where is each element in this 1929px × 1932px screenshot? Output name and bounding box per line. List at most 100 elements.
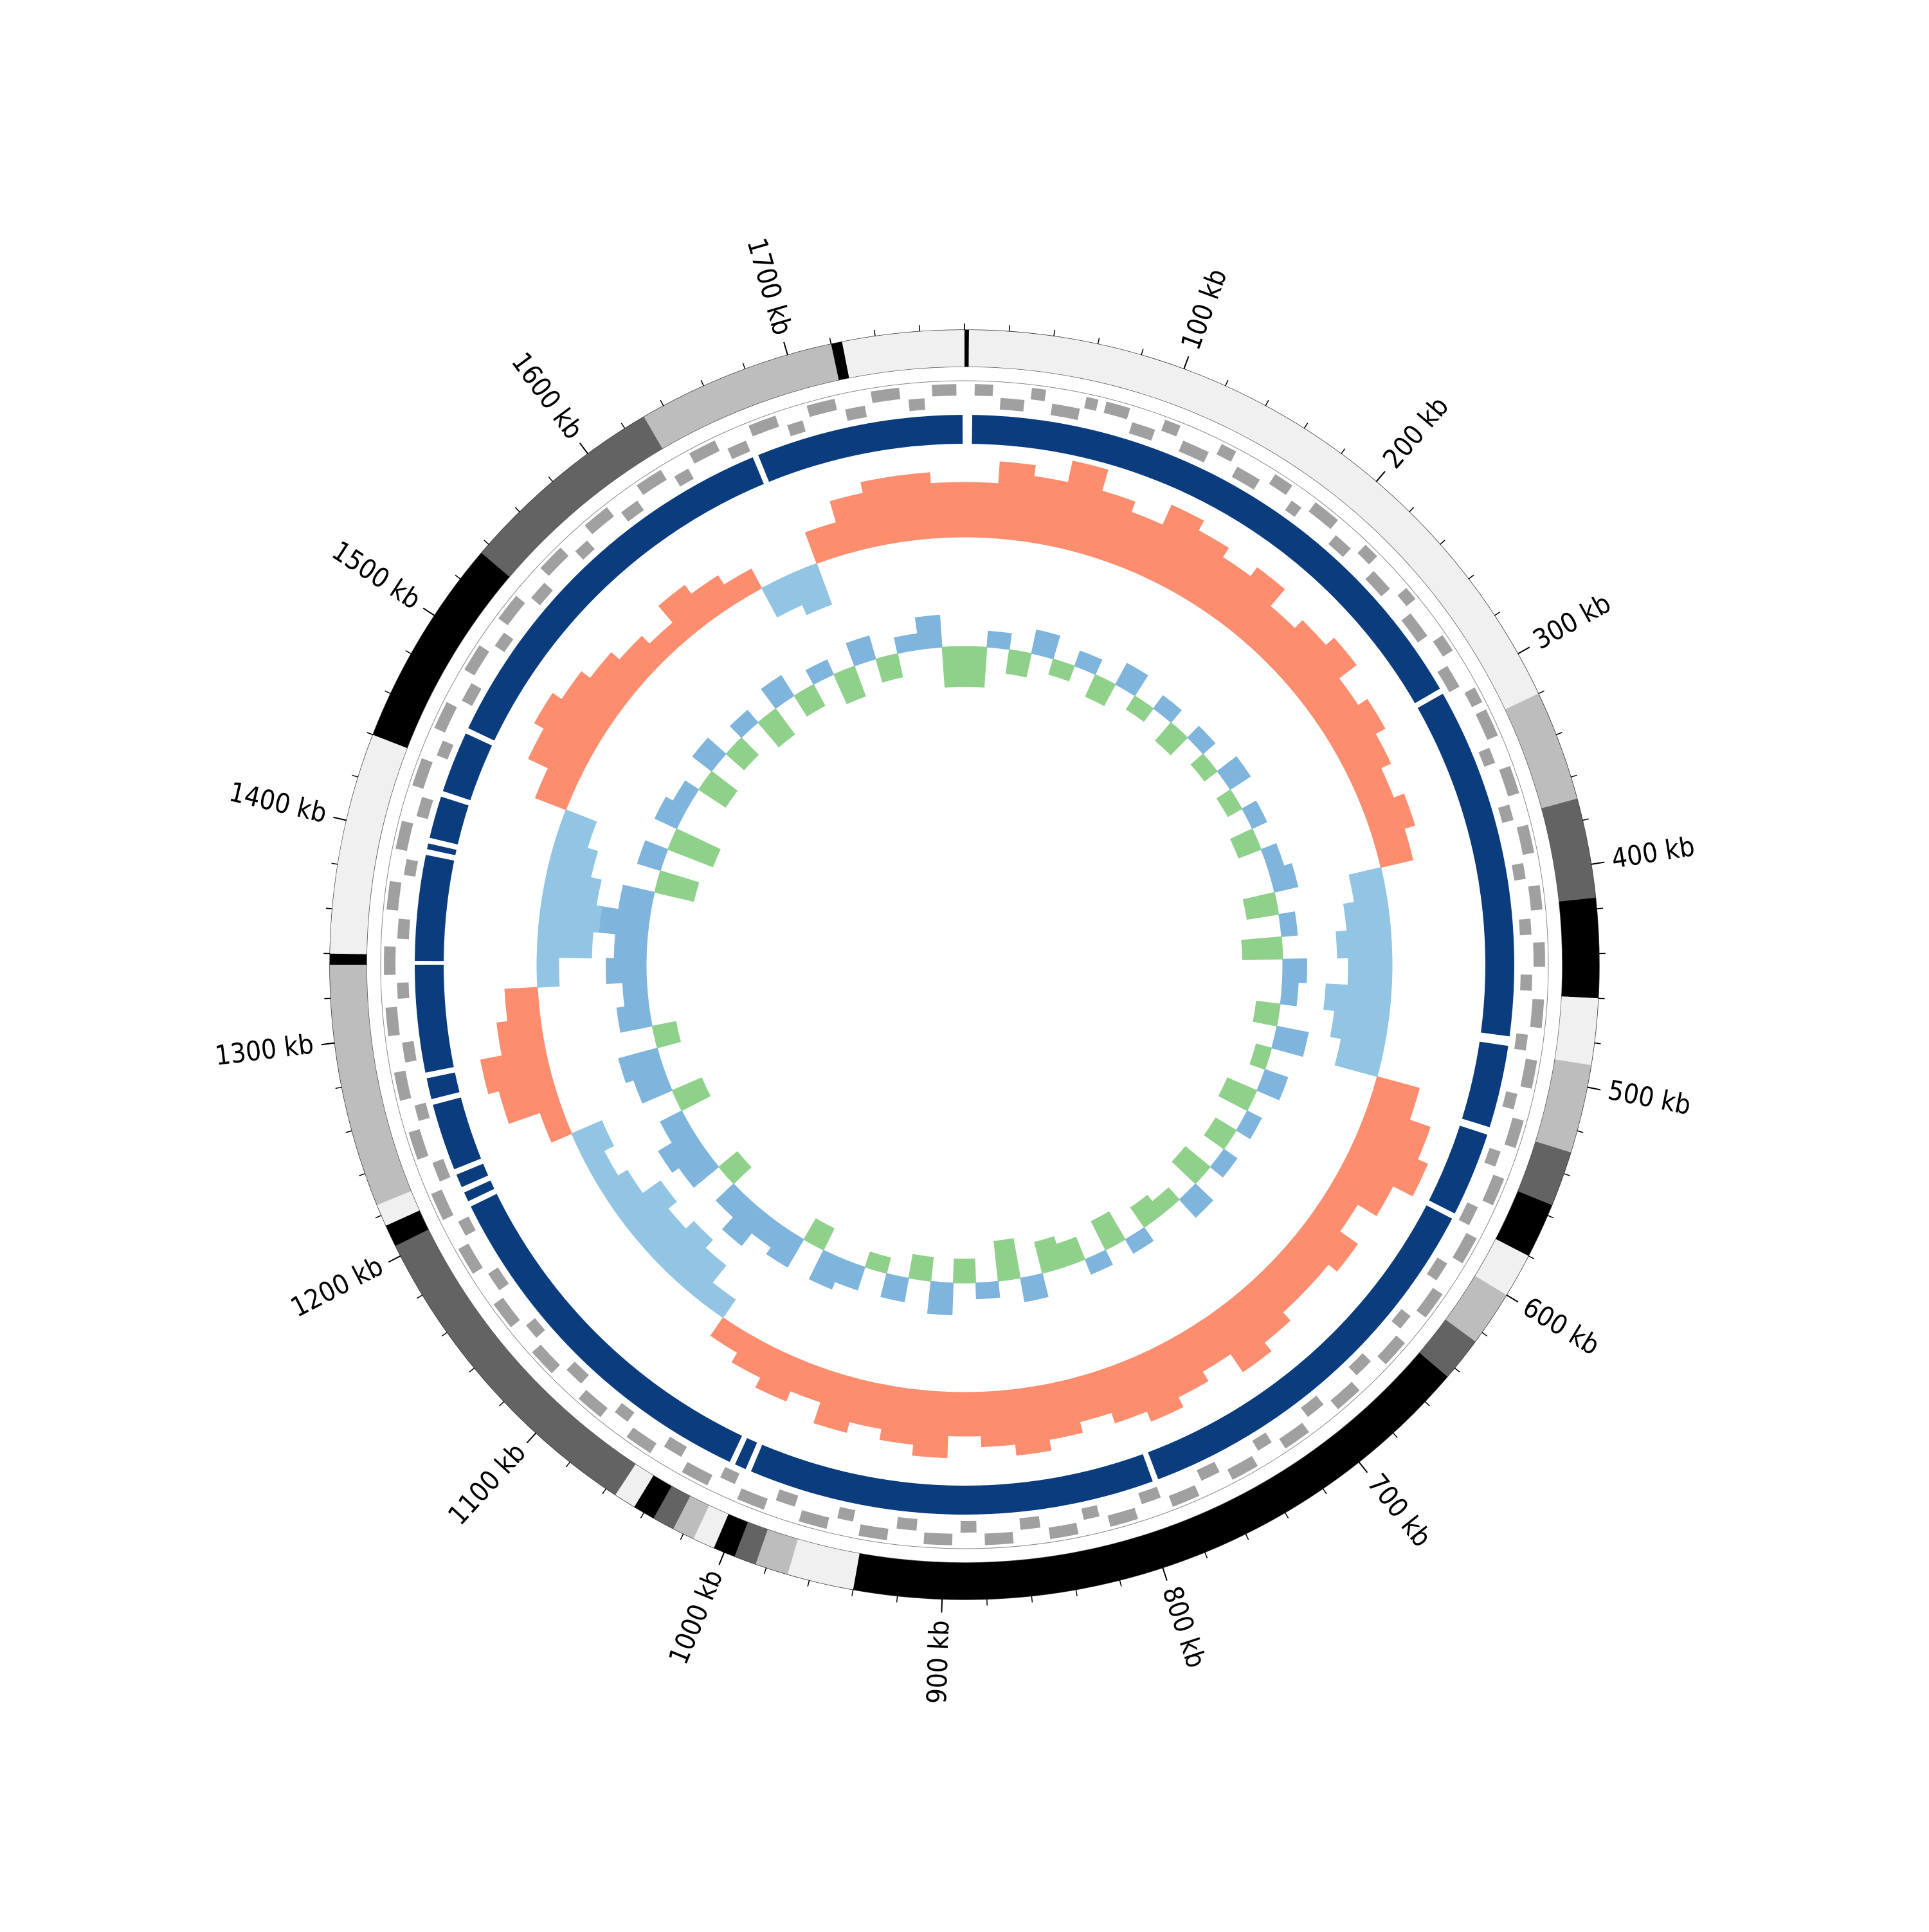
track-bar — [537, 957, 559, 987]
major-tick — [1587, 1087, 1600, 1089]
gene — [394, 1071, 412, 1101]
gene — [932, 384, 956, 396]
minor-tick — [376, 1216, 381, 1218]
gene — [1019, 1516, 1040, 1529]
gene — [775, 1490, 798, 1507]
gene — [1309, 502, 1338, 529]
gene — [720, 1467, 739, 1484]
band — [1542, 799, 1596, 902]
track-bar — [1242, 936, 1283, 960]
gene — [1478, 748, 1495, 767]
minor-tick — [1597, 908, 1603, 909]
gene — [1502, 1091, 1517, 1109]
track-bar — [1236, 1111, 1262, 1138]
gene — [1391, 1309, 1411, 1329]
track-bar — [652, 1021, 680, 1048]
minor-tick — [359, 1174, 365, 1176]
track-bar — [948, 1392, 981, 1436]
track-bar — [614, 934, 648, 959]
track-bar — [954, 1259, 976, 1283]
track-bar — [1261, 844, 1283, 871]
major-tick — [388, 1256, 401, 1262]
track-bar — [1336, 927, 1392, 958]
major-tick — [1507, 1295, 1518, 1302]
minor-tick — [1205, 1553, 1208, 1558]
tick-label: 1400 kb — [226, 776, 330, 829]
block — [415, 965, 454, 1073]
tick-label: 500 kb — [1606, 1074, 1694, 1121]
minor-tick — [1076, 1590, 1077, 1596]
track-bar — [1031, 630, 1060, 659]
gene — [1417, 1288, 1443, 1317]
track-bar — [606, 958, 647, 983]
block — [1418, 694, 1514, 1037]
track-bar — [637, 841, 667, 871]
track-bar — [1006, 650, 1031, 677]
minor-tick — [1304, 423, 1307, 428]
minor-tick — [1528, 1256, 1534, 1259]
minor-tick — [566, 1462, 570, 1467]
gene — [415, 1103, 430, 1122]
tick-label: 1500 kb — [327, 534, 427, 615]
minor-tick — [1285, 1513, 1289, 1518]
gene — [1453, 1233, 1476, 1263]
track-bar — [758, 709, 795, 747]
block — [427, 843, 457, 855]
minor-tick — [1031, 1596, 1032, 1602]
gene — [566, 1362, 589, 1383]
minor-tick — [417, 1295, 423, 1298]
tick-label: 800 kb — [1156, 1582, 1212, 1672]
gene — [1179, 441, 1209, 462]
gene — [1348, 1353, 1371, 1375]
gene — [464, 645, 489, 675]
minor-tick — [874, 330, 875, 336]
track-bar — [1049, 659, 1074, 681]
track-bar — [730, 710, 758, 738]
gene — [975, 384, 993, 396]
minor-tick — [1594, 1043, 1600, 1044]
minor-tick — [640, 1513, 644, 1518]
gene — [1082, 1505, 1100, 1520]
track-bar — [1210, 1149, 1237, 1178]
major-tick — [322, 1043, 335, 1045]
gene — [1433, 635, 1453, 657]
gene — [494, 1298, 520, 1327]
track-bar — [1257, 1070, 1288, 1100]
track-bar — [1091, 1212, 1125, 1250]
minor-tick — [385, 691, 390, 693]
track-bar — [1282, 959, 1307, 983]
minor-tick — [442, 1333, 447, 1336]
gene — [1438, 666, 1460, 692]
minor-tick — [1323, 1489, 1327, 1494]
tick-label: 1000 kb — [662, 1565, 729, 1669]
gene — [1476, 709, 1498, 740]
minor-tick — [621, 423, 624, 428]
block — [443, 733, 492, 800]
gene — [748, 415, 779, 436]
track-bar — [979, 1390, 1015, 1446]
major-tick — [784, 342, 788, 355]
band — [842, 330, 964, 378]
track-bar — [699, 771, 738, 807]
track-bar — [1172, 1147, 1210, 1184]
minor-tick — [660, 400, 664, 406]
minor-tick — [1245, 1534, 1248, 1540]
gene — [727, 441, 750, 459]
track-bar — [942, 646, 964, 688]
track-bar — [881, 1273, 909, 1302]
gene — [1138, 1487, 1161, 1504]
track-bar — [1085, 675, 1116, 706]
block — [1462, 1042, 1508, 1127]
track-bar — [1279, 912, 1298, 937]
gene — [675, 469, 694, 487]
gene — [1000, 398, 1024, 412]
gene — [498, 596, 525, 625]
track-bar — [761, 675, 794, 708]
gene — [532, 1345, 560, 1373]
gene — [386, 881, 401, 911]
gene — [1530, 999, 1544, 1028]
block — [426, 1072, 459, 1099]
gene — [417, 797, 433, 819]
tick-label: 700 kb — [1361, 1468, 1438, 1553]
gene — [395, 821, 413, 851]
